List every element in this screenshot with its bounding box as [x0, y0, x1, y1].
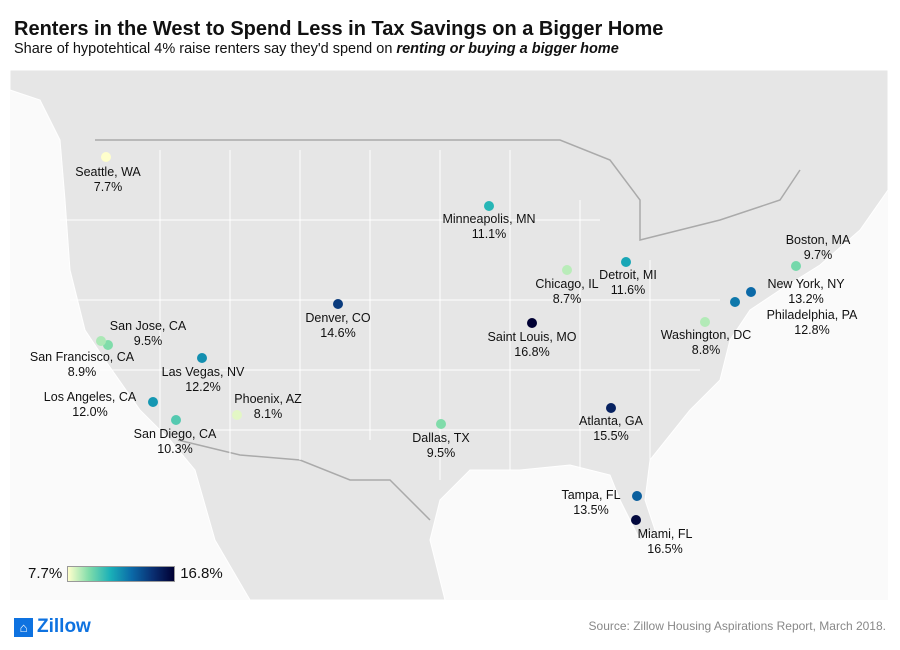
- logo-text: Zillow: [37, 616, 91, 637]
- city-name: Denver, CO: [305, 311, 371, 325]
- city-label: Seattle, WA 7.7%: [75, 165, 141, 195]
- city-label: Phoenix, AZ 8.1%: [234, 392, 301, 422]
- city-name: Boston, MA: [785, 233, 851, 247]
- city-name: Tampa, FL: [561, 488, 621, 502]
- city-value: 12.0%: [72, 405, 108, 419]
- city-dot: [171, 415, 181, 425]
- city-name: Los Angeles, CA: [43, 390, 137, 404]
- city-value: 10.3%: [157, 442, 193, 456]
- city-value: 8.7%: [552, 292, 582, 306]
- city-label: Philadelphia, PA 12.8%: [767, 308, 858, 338]
- city-value: 13.5%: [573, 503, 609, 517]
- city-label: Saint Louis, MO 16.8%: [488, 330, 577, 360]
- city-dot: [791, 261, 801, 271]
- city-name: San Jose, CA: [109, 319, 187, 333]
- city-dot: [197, 353, 207, 363]
- city-name: Seattle, WA: [75, 165, 141, 179]
- legend-gradient: [67, 565, 176, 582]
- city-dot: [621, 257, 631, 267]
- city-label: Atlanta, GA 15.5%: [579, 414, 643, 444]
- city-name: Minneapolis, MN: [442, 212, 536, 226]
- city-value: 9.7%: [803, 248, 833, 262]
- city-label: Minneapolis, MN 11.1%: [442, 212, 535, 242]
- city-name: Washington, DC: [660, 328, 752, 342]
- city-name: Chicago, IL: [535, 277, 599, 291]
- zillow-house-icon: ⌂: [14, 617, 33, 637]
- city-value: 14.6%: [320, 326, 356, 340]
- city-dot: [436, 419, 446, 429]
- city-name: Miami, FL: [637, 527, 693, 541]
- border-canada: [95, 139, 801, 241]
- city-value: 11.6%: [610, 283, 646, 297]
- city-label: Boston, MA 9.7%: [786, 233, 851, 263]
- city-name: Las Vegas, NV: [161, 365, 245, 379]
- subtitle-text: Share of hypotehtical 4% raise renters s…: [14, 41, 397, 57]
- city-label: Dallas, TX 9.5%: [412, 431, 469, 461]
- legend-min: 7.7%: [28, 565, 63, 582]
- city-value: 9.5%: [426, 446, 456, 460]
- city-label: Detroit, MI 11.6%: [599, 268, 657, 298]
- city-value: 16.8%: [514, 345, 550, 359]
- city-value: 8.8%: [691, 343, 721, 357]
- city-dot: [527, 318, 537, 328]
- city-dot: [96, 336, 106, 346]
- city-label: San Francisco, CA 8.9%: [30, 350, 134, 380]
- city-dot: [730, 297, 740, 307]
- city-value: 9.5%: [133, 334, 163, 348]
- city-name: Atlanta, GA: [579, 414, 643, 428]
- city-label: San Diego, CA 10.3%: [134, 427, 217, 457]
- subtitle-emphasis: renting or buying a bigger home: [396, 41, 619, 57]
- chart-subtitle: Share of hypotehtical 4% raise renters s…: [14, 41, 619, 57]
- city-value: 8.9%: [67, 365, 97, 379]
- chart-title: Renters in the West to Spend Less in Tax…: [14, 18, 664, 40]
- city-name: San Diego, CA: [133, 427, 217, 441]
- zillow-logo: ⌂ Zillow: [14, 616, 91, 638]
- city-label: Denver, CO 14.6%: [305, 311, 370, 341]
- city-name: San Francisco, CA: [29, 350, 135, 364]
- city-value: 8.1%: [253, 407, 283, 421]
- city-label: Los Angeles, CA 12.0%: [44, 390, 136, 420]
- city-name: Detroit, MI: [599, 268, 657, 282]
- city-value: 16.5%: [647, 542, 683, 556]
- city-dot: [232, 410, 242, 420]
- city-value: 12.2%: [185, 380, 221, 394]
- city-dot: [148, 397, 158, 407]
- city-dot: [484, 201, 494, 211]
- city-dot: [632, 491, 642, 501]
- city-name: New York, NY: [767, 277, 845, 291]
- city-label: New York, NY 13.2%: [767, 277, 844, 307]
- city-value: 15.5%: [593, 429, 629, 443]
- city-label: Miami, FL 16.5%: [638, 527, 693, 557]
- city-dot: [631, 515, 641, 525]
- legend-max: 16.8%: [180, 565, 223, 582]
- color-legend: 7.7% 16.8%: [28, 565, 223, 582]
- city-dot: [101, 152, 111, 162]
- source-note: Source: Zillow Housing Aspirations Repor…: [588, 619, 886, 633]
- city-name: Dallas, TX: [412, 431, 470, 445]
- city-dot: [606, 403, 616, 413]
- city-dot: [700, 317, 710, 327]
- city-label: Washington, DC 8.8%: [661, 328, 752, 358]
- city-label: Chicago, IL 8.7%: [535, 277, 598, 307]
- city-value: 12.8%: [794, 323, 830, 337]
- city-dot: [562, 265, 572, 275]
- city-value: 7.7%: [93, 180, 123, 194]
- city-label: San Jose, CA 9.5%: [110, 319, 186, 349]
- city-name: Saint Louis, MO: [487, 330, 577, 344]
- city-label: Las Vegas, NV 12.2%: [162, 365, 245, 395]
- city-value: 11.1%: [471, 227, 507, 241]
- city-value: 13.2%: [788, 292, 824, 306]
- city-name: Phoenix, AZ: [234, 392, 302, 406]
- city-name: Philadelphia, PA: [766, 308, 858, 322]
- city-dot: [746, 287, 756, 297]
- city-dot: [333, 299, 343, 309]
- city-label: Tampa, FL 13.5%: [561, 488, 620, 518]
